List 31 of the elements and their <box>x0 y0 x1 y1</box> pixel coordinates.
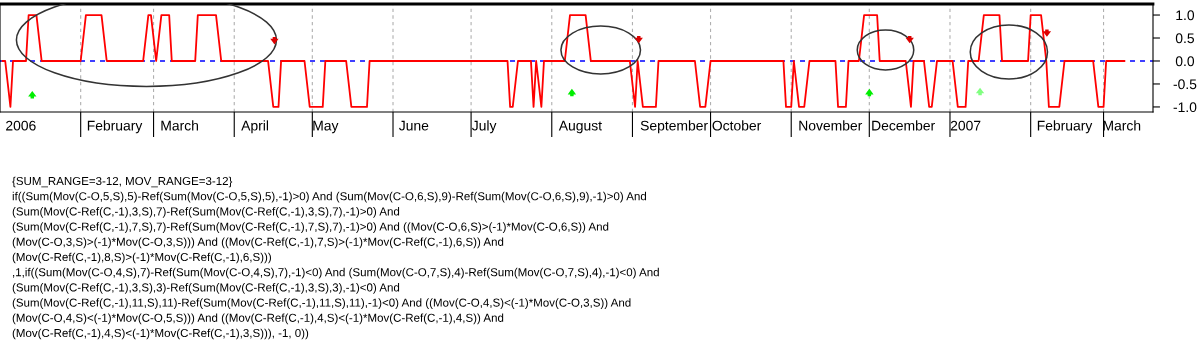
text: {SUM_RANGE=3-12, MOV_RANGE=3-12} <box>12 176 233 188</box>
text: (Sum(Mov(C-Ref(C,-1),11,S),11)-Ref(Sum(Mov(C-Ref(C,-1),11,S),11),-1)<0) And ((Mov(C-O,4,S)<(-1)*Mov(C-O,3,S)) And <box>12 298 631 309</box>
y-tick-label: 1.0 <box>1176 10 1195 21</box>
text: ,1,if((Sum(Mov(C-O,4,S),7)-Ref(Sum(Mov(C-O,4,S),7),-1)<0) And (Sum(Mov(C-O,7,S),4)-Ref(Sum(Mov(C-O,7,S),4),-1)<0) And <box>13 267 659 279</box>
x-tick-label: April <box>241 120 269 134</box>
y-tick-label: 0.5 <box>1175 33 1195 44</box>
x-tick-label: February <box>87 120 143 134</box>
text: (Mov(C-O,3,S)>(-1)*Mov(C-O,3,S))) And ((Mov(C-Ref(C,-1),7,S)>(-1)*Mov(C-Ref(C,-1),6,S)) And <box>12 237 504 249</box>
text: (Sum(Mov(C-Ref(C,-1),3,S),7)-Ref(Sum(Mov(C-Ref(C,-1),3,S),7),-1)>0) And <box>12 207 400 218</box>
x-tick-label: March <box>1103 120 1141 131</box>
y-tick-label: -0.5 <box>1173 79 1197 90</box>
x-tick-label: July <box>471 120 497 134</box>
x-tick-label: June <box>398 120 429 131</box>
x-tick-label: May <box>313 120 339 134</box>
y-tick-label: 0.0 <box>1175 56 1195 67</box>
text: (Mov(C-Ref(C,-1),8,S)>(-1)*Mov(C-Ref(C,-1),6,S))) <box>12 252 271 264</box>
text: if((Sum(Mov(C-O,5,S),5)-Ref(Sum(Mov(C-O,5,S),5),-1)>0) And (Sum(Mov(C-O,6,S),9)-Ref(Sum(Mov(C-O,6,S),9),-1)>0) And <box>12 191 647 203</box>
x-tick-label: August <box>558 120 602 134</box>
x-tick-label: September <box>640 120 708 134</box>
x-tick-label: October <box>712 120 762 131</box>
text: (Sum(Mov(C-Ref(C,-1),3,S),3)-Ref(Sum(Mov(C-Ref(C,-1),3,S),3),-1)<0) And <box>12 283 400 294</box>
x-tick-label: December <box>872 120 935 131</box>
x-tick-label: November <box>799 120 863 131</box>
x-tick-label: 2007 <box>950 120 981 131</box>
y-tick-label: -1.0 <box>1173 102 1197 113</box>
x-tick-label: February <box>1037 120 1093 134</box>
text: (Mov(C-O,4,S)<(-1)*Mov(C-O,5,S))) And ((Mov(C-Ref(C,-1),4,S)<(-1)*Mov(C-Ref(C,-1),4,S)) And <box>12 313 504 325</box>
text: (Sum(Mov(C-Ref(C,-1),7,S),7)-Ref(Sum(Mov(C-Ref(C,-1),7,S),7),-1)>0) And ((Mov(C-O,6,S)>(-1)*Mov(C-O,6,S)) And <box>12 222 609 233</box>
x-tick-label: 2006 <box>6 120 36 131</box>
x-tick-label: March <box>161 120 198 131</box>
text: (Mov(C-Ref(C,-1),4,S)<(-1)*Mov(C-Ref(C,-1),3,S))), -1, 0)) <box>12 328 309 340</box>
